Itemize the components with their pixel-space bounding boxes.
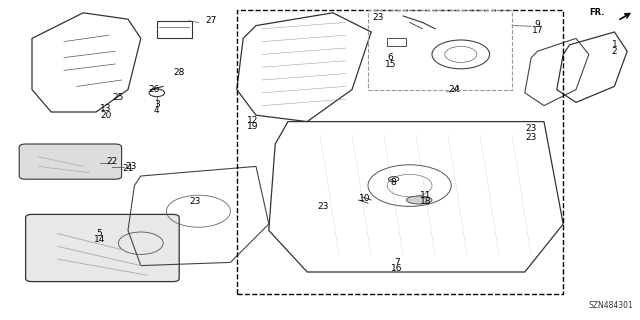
Text: 25: 25 <box>113 93 124 102</box>
Text: 23: 23 <box>525 133 537 142</box>
Text: 12: 12 <box>247 116 259 124</box>
Text: 26: 26 <box>148 85 159 94</box>
Text: 15: 15 <box>385 60 396 68</box>
Text: 1: 1 <box>612 40 617 49</box>
Text: 3: 3 <box>154 100 159 108</box>
Text: 2: 2 <box>612 47 617 56</box>
Text: 23: 23 <box>317 202 329 211</box>
Text: 23: 23 <box>125 162 137 171</box>
Text: 19: 19 <box>247 122 259 131</box>
Text: 28: 28 <box>173 68 185 76</box>
Text: 23: 23 <box>189 197 201 206</box>
Text: 23: 23 <box>525 124 537 132</box>
Text: 4: 4 <box>154 106 159 115</box>
Text: 9: 9 <box>535 20 540 28</box>
Text: 21: 21 <box>122 164 134 172</box>
Text: FR.: FR. <box>589 8 605 17</box>
Text: SZN484301: SZN484301 <box>589 301 634 310</box>
Ellipse shape <box>406 196 432 204</box>
Text: 24: 24 <box>449 85 460 94</box>
Text: 16: 16 <box>391 264 403 273</box>
Text: 6: 6 <box>388 53 393 62</box>
Text: 5: 5 <box>97 229 102 238</box>
Text: 10: 10 <box>359 194 371 203</box>
Text: 27: 27 <box>205 16 217 25</box>
Text: 8: 8 <box>391 178 396 187</box>
Text: 13: 13 <box>100 104 111 113</box>
Text: 11: 11 <box>420 191 431 200</box>
Text: 17: 17 <box>532 26 543 35</box>
Text: 22: 22 <box>106 157 118 166</box>
FancyBboxPatch shape <box>19 144 122 179</box>
Text: 23: 23 <box>372 13 383 22</box>
Text: 7: 7 <box>394 258 399 267</box>
Text: 18: 18 <box>420 197 431 206</box>
Text: 20: 20 <box>100 111 111 120</box>
Text: 14: 14 <box>93 236 105 244</box>
FancyBboxPatch shape <box>26 214 179 282</box>
